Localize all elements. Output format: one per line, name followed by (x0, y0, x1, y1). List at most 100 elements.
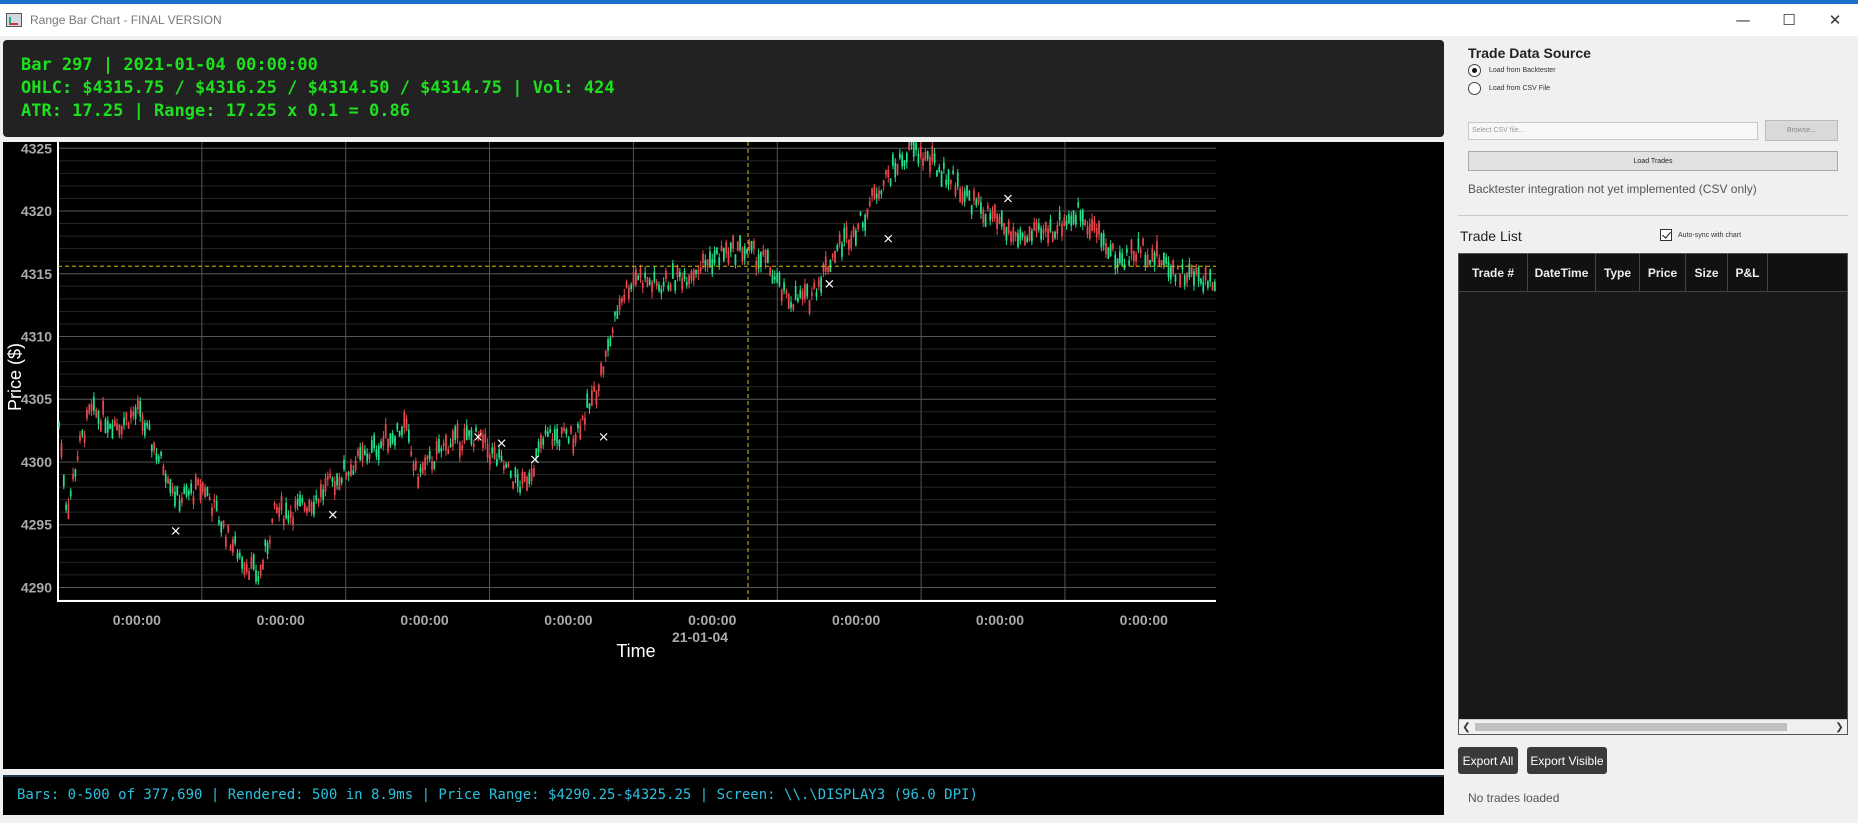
candle-body (498, 449, 501, 458)
col-size[interactable]: Size (1686, 254, 1728, 292)
export-all-button[interactable]: Export All (1458, 747, 1518, 774)
candle-body (211, 507, 213, 516)
candle-body (704, 260, 707, 266)
candle-body (672, 263, 674, 279)
candle-body (452, 430, 454, 447)
radio-unselected-icon[interactable] (1468, 82, 1481, 95)
candle-body (273, 502, 276, 506)
candle-body (426, 455, 429, 460)
candle-body (910, 140, 913, 146)
candle-body (621, 298, 623, 303)
candle-body (697, 270, 700, 274)
candle-body (447, 449, 450, 455)
candle-body (419, 467, 422, 472)
candle-body (1091, 219, 1093, 231)
y-tick-label: 4295 (21, 517, 52, 533)
candle-body (338, 476, 341, 491)
candle-body (628, 287, 630, 299)
candle-body (194, 475, 197, 490)
scroll-left-icon[interactable]: ❮ (1462, 721, 1471, 733)
trade-marker-icon (884, 234, 893, 243)
col-trade-number[interactable]: Trade # (1459, 254, 1528, 292)
candle-body (732, 235, 734, 249)
scroll-thumb[interactable] (1475, 723, 1787, 731)
candle-body (574, 434, 577, 443)
candle-body (1135, 254, 1137, 261)
candle-body (1095, 227, 1098, 238)
candle-body (1200, 278, 1202, 284)
y-tick-label: 4325 (21, 142, 52, 156)
candle-body (1151, 248, 1154, 262)
candle-body (162, 465, 165, 476)
candle-body (185, 485, 188, 497)
candle-body (401, 426, 403, 436)
candle-body (1121, 253, 1124, 266)
candle-body (1024, 235, 1026, 245)
radio-load-backtester[interactable]: Load from Backtester (1468, 64, 1556, 77)
candle-body (892, 154, 894, 166)
candle-body (720, 245, 723, 252)
chart-svg[interactable]: 4290 4295 4300 4305 4310 4315 4320 4325 0:00:00 0… (3, 136, 1444, 769)
csv-file-input[interactable]: Select CSV file... (1468, 122, 1758, 140)
candle-body (1007, 221, 1010, 234)
candle-body (236, 552, 239, 559)
checkbox-checked-icon[interactable] (1660, 229, 1672, 241)
candle-body (336, 473, 338, 486)
candle-body (359, 447, 362, 461)
candle-body (1075, 215, 1077, 225)
candle-body (1056, 224, 1059, 234)
candle-body (1049, 219, 1052, 232)
export-visible-button[interactable]: Export Visible (1527, 747, 1607, 774)
candle-body (220, 521, 223, 533)
candle-body (604, 350, 607, 357)
y-axis-title: Price ($) (5, 343, 25, 411)
candle-body (806, 284, 809, 297)
candle-body (741, 248, 744, 262)
radio-selected-icon[interactable] (1468, 64, 1481, 77)
candle-body (695, 269, 697, 274)
candle-body (885, 169, 887, 175)
candle-body (1042, 229, 1045, 234)
candle-body (616, 310, 619, 319)
close-button[interactable]: ✕ (1828, 11, 1842, 29)
col-price[interactable]: Price (1640, 254, 1686, 292)
candle-body (662, 281, 665, 287)
candle-body (157, 456, 160, 462)
y-tick-label: 4300 (21, 454, 52, 470)
col-type[interactable]: Type (1596, 254, 1640, 292)
candle-body (1183, 275, 1186, 286)
trade-table[interactable]: Trade # DateTime Type Price Size P&L ❮ ❯ (1458, 253, 1848, 735)
candle-body (171, 487, 174, 494)
x-tick-label: 0:00:00 (544, 612, 592, 628)
load-trades-button[interactable]: Load Trades (1468, 151, 1838, 171)
price-chart[interactable]: 4290 4295 4300 4305 4310 4315 4320 4325 0:00:00 0… (3, 136, 1444, 769)
horizontal-scrollbar[interactable]: ❮ ❯ (1459, 719, 1847, 734)
candle-body (665, 270, 667, 279)
candle-body (438, 438, 440, 453)
x-axis-title: Time (616, 641, 655, 661)
candle-body (502, 465, 505, 471)
status-bar: Bars: 0-500 of 377,690 | Rendered: 500 i… (3, 775, 1444, 815)
maximize-button[interactable]: ☐ (1782, 11, 1796, 29)
candle-body (1109, 244, 1112, 256)
trade-data-source-title: Trade Data Source (1468, 45, 1591, 61)
autosync-checkbox[interactable]: Auto-sync with chart (1660, 229, 1741, 241)
radio-load-csv[interactable]: Load from CSV File (1468, 82, 1550, 95)
candle-body (623, 294, 626, 301)
candle-body (461, 445, 464, 451)
candle-body (164, 473, 167, 483)
candle-body (352, 470, 355, 475)
col-datetime[interactable]: DateTime (1528, 254, 1596, 292)
candle-body (333, 481, 336, 496)
browse-button[interactable]: Browse... (1765, 120, 1838, 141)
scroll-right-icon[interactable]: ❯ (1835, 721, 1844, 733)
candle-body (231, 539, 234, 553)
y-tick-label: 4310 (21, 328, 52, 344)
candle-body (641, 282, 644, 288)
col-pnl[interactable]: P&L (1728, 254, 1768, 292)
candle-body (417, 476, 420, 488)
minimize-button[interactable]: — (1735, 11, 1751, 29)
candle-body (875, 193, 878, 199)
candle-body (153, 442, 155, 451)
candle-body (1169, 266, 1172, 280)
